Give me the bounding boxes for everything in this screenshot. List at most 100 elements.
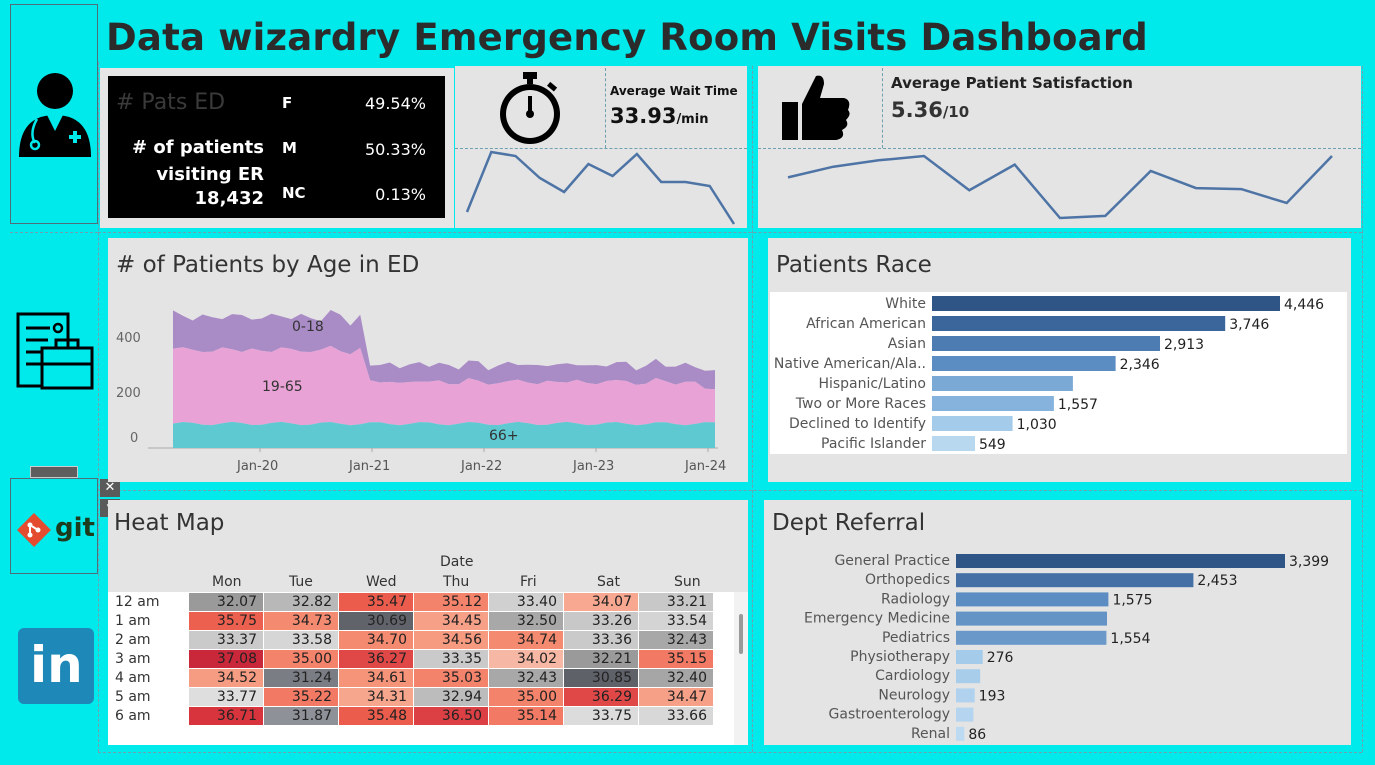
x-tick-label: Jan-22 (460, 459, 502, 474)
git-icon (17, 513, 51, 547)
heatmap-cell[interactable]: 33.35 (413, 649, 489, 669)
dept-chart: General Practice 3,399 Orthopedics 2,453 Rad… (804, 553, 1329, 743)
heatmap-cell[interactable]: 33.26 (563, 611, 639, 631)
wait-time-panel: Average Wait Time 33.93/min (455, 66, 747, 228)
heatmap-cell[interactable]: 32.43 (488, 668, 564, 688)
heatmap-cell[interactable]: 35.75 (188, 611, 264, 631)
heatmap-cell[interactable]: 35.48 (338, 706, 414, 726)
heatmap-cell[interactable]: 33.77 (188, 687, 264, 707)
race-category-label: Two or More Races (795, 396, 926, 412)
scrollbar[interactable] (734, 592, 748, 745)
age-area-66-plus (173, 421, 715, 448)
heatmap-cell[interactable]: 34.61 (338, 668, 414, 688)
heatmap-cell[interactable]: 31.24 (263, 668, 339, 688)
dept-bar (956, 554, 1285, 568)
heatmap-cell[interactable]: 36.29 (563, 687, 639, 707)
heatmap-cell[interactable]: 36.50 (413, 706, 489, 726)
race-category-label: White (885, 296, 926, 312)
heatmap-cell[interactable]: 30.69 (338, 611, 414, 631)
dept-chart-panel: Dept Referral General Practice 3,399 Ortho… (764, 500, 1351, 745)
heatmap-cell[interactable]: 30.85 (563, 668, 639, 688)
heatmap-cell[interactable]: 31.87 (263, 706, 339, 726)
gender-value: 49.54% (364, 94, 426, 113)
dept-bar (956, 650, 983, 664)
heatmap-cell[interactable]: 32.40 (638, 668, 714, 688)
heatmap-cell[interactable]: 32.21 (563, 649, 639, 669)
heatmap-cell[interactable]: 32.07 (188, 592, 264, 612)
dept-category-label: Orthopedics (865, 572, 950, 588)
records-icon[interactable] (14, 310, 96, 392)
heatmap-cell[interactable]: 33.66 (638, 706, 714, 726)
dept-bar (956, 630, 1107, 645)
close-button[interactable]: ✕ (100, 479, 120, 497)
x-tick-label: Jan-21 (348, 459, 390, 474)
race-value-label: 2,913 (1164, 337, 1204, 353)
linkedin-icon[interactable]: in (18, 628, 94, 704)
heatmap-cell[interactable]: 32.82 (263, 592, 339, 612)
heatmap-cell[interactable]: 34.31 (338, 687, 414, 707)
heatmap-cell[interactable]: 32.50 (488, 611, 564, 631)
heatmap-cell[interactable]: 33.58 (263, 630, 339, 650)
heatmap-cell[interactable]: 34.56 (413, 630, 489, 650)
race-bar (932, 376, 1073, 391)
dept-category-label: Neurology (878, 687, 950, 703)
thumbs-up-icon (782, 75, 850, 140)
heatmap-cell[interactable]: 35.47 (338, 592, 414, 612)
wait-time-sparkline (465, 150, 736, 225)
heatmap-cell[interactable]: 33.40 (488, 592, 564, 612)
dept-category-label: Gastroenterology (829, 707, 950, 723)
heatmap-cell[interactable]: 34.52 (188, 668, 264, 688)
heatmap-day-label: Fri (520, 574, 537, 590)
heatmap-cell[interactable]: 34.02 (488, 649, 564, 669)
doctor-icon (19, 73, 91, 157)
heatmap-cell[interactable]: 33.21 (638, 592, 714, 612)
satisfaction-line (787, 154, 1333, 220)
race-category-label: Asian (888, 336, 926, 352)
heatmap-cell[interactable]: 33.37 (188, 630, 264, 650)
heatmap-cell[interactable]: 34.73 (263, 611, 339, 631)
race-bar (932, 416, 1013, 431)
heatmap-cell[interactable]: 35.15 (638, 649, 714, 669)
dept-category-label: Emergency Medicine (804, 611, 950, 627)
heatmap-cell[interactable]: 35.00 (263, 649, 339, 669)
heatmap-cell[interactable]: 33.75 (563, 706, 639, 726)
divider (1362, 66, 1363, 752)
satisfaction-sparkline (787, 154, 1333, 220)
y-tick-label: 200 (116, 386, 141, 401)
sidebar-doctor-tile (10, 4, 98, 224)
heatmap-cell[interactable]: 33.36 (563, 630, 639, 650)
heatmap-header: Date (440, 554, 474, 570)
divider (455, 148, 747, 149)
satisfaction-value: 5.36 (891, 98, 943, 122)
heatmap-day-label: Sun (674, 574, 701, 590)
heatmap-cell[interactable]: 34.70 (338, 630, 414, 650)
satisfaction-panel: Average Patient Satisfaction 5.36/10 (758, 66, 1361, 228)
dept-category-label: Radiology (881, 591, 950, 607)
y-tick-label: 0 (130, 431, 138, 446)
heatmap-cell[interactable]: 35.22 (263, 687, 339, 707)
heatmap-cell[interactable]: 32.94 (413, 687, 489, 707)
tab-handle[interactable] (30, 466, 78, 478)
heatmap-table: 12 am 32.07 32.82 35.47 35.12 33.40 34.07 33.21… (108, 592, 714, 726)
scrollbar-thumb[interactable] (739, 614, 743, 654)
dept-bar (956, 611, 1107, 626)
divider (98, 752, 1362, 753)
heatmap-cell[interactable]: 35.12 (413, 592, 489, 612)
heatmap-cell[interactable]: 34.07 (563, 592, 639, 612)
dashboard-title: Data wizardry Emergency Room Visits Dash… (106, 16, 1148, 59)
heatmap-cell[interactable]: 37.08 (188, 649, 264, 669)
heatmap-cell[interactable]: 35.03 (413, 668, 489, 688)
heatmap-cell[interactable]: 35.14 (488, 706, 564, 726)
heatmap-cell[interactable]: 34.47 (638, 687, 714, 707)
heatmap-cell[interactable]: 32.43 (638, 630, 714, 650)
heatmap-cell[interactable]: 35.00 (488, 687, 564, 707)
dept-category-label: Renal (911, 726, 950, 742)
heatmap-cell[interactable]: 33.54 (638, 611, 714, 631)
race-chart-panel: Patients Race White 4,446 African American… (768, 238, 1351, 482)
heatmap-cell[interactable]: 34.45 (413, 611, 489, 631)
patients-value: 18,432 (194, 188, 264, 209)
sidebar-git-tile[interactable]: git (10, 478, 98, 574)
heatmap-cell[interactable]: 36.27 (338, 649, 414, 669)
heatmap-cell[interactable]: 34.74 (488, 630, 564, 650)
heatmap-cell[interactable]: 36.71 (188, 706, 264, 726)
